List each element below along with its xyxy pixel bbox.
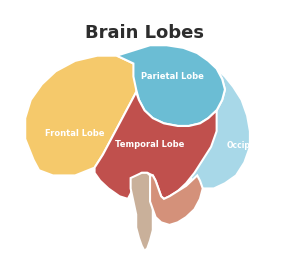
- Polygon shape: [95, 92, 217, 199]
- Text: Parietal Lobe: Parietal Lobe: [141, 72, 204, 81]
- Polygon shape: [186, 69, 250, 188]
- Polygon shape: [25, 56, 139, 176]
- Text: Frontal Lobe: Frontal Lobe: [45, 129, 105, 138]
- Text: Temporal Lobe: Temporal Lobe: [115, 140, 185, 149]
- Text: Occipital: Occipital: [227, 141, 265, 150]
- Polygon shape: [131, 173, 153, 251]
- Polygon shape: [150, 176, 203, 225]
- Polygon shape: [117, 45, 225, 126]
- Text: Brain Lobes: Brain Lobes: [85, 24, 204, 42]
